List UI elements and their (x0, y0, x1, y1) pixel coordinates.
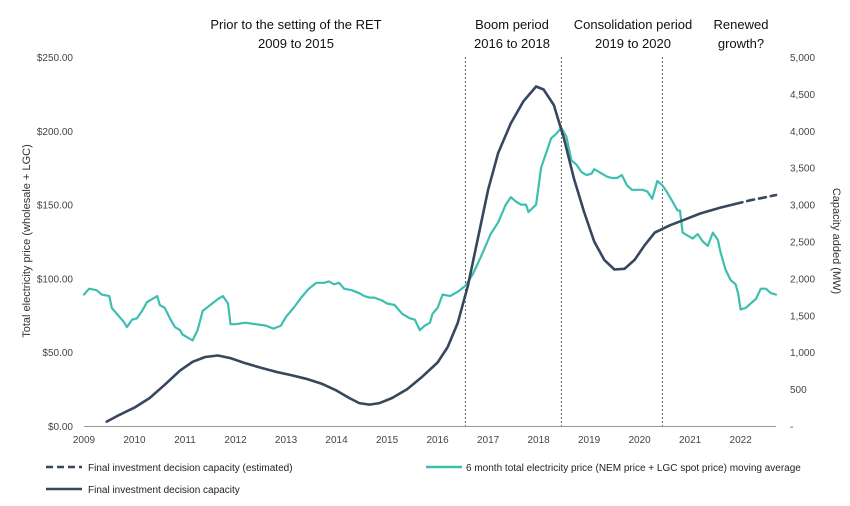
legend-label-estimated: Final investment decision capacity (esti… (88, 463, 293, 474)
x-tick-label: 2022 (730, 435, 753, 446)
legend-label-price: 6 month total electricity price (NEM pri… (466, 463, 801, 474)
x-tick-label: 2012 (224, 435, 247, 446)
y-left-tick-label: $100.00 (37, 274, 74, 285)
x-tick-label: 2011 (174, 435, 196, 446)
x-tick-label: 2013 (275, 435, 298, 446)
y-right-tick-label: 1,000 (790, 348, 815, 359)
y-right-axis-title: Capacity added (MW) (830, 188, 842, 294)
y-right-tick-label: 3,000 (790, 201, 815, 212)
y-left-tick-label: $50.00 (42, 348, 73, 359)
y-left-tick-labels: $0.00 $50.00 $100.00 $150.00 $200.00 $250.00 (37, 53, 74, 433)
period-label-2-line2: 2016 to 2018 (474, 36, 550, 51)
y-right-tick-label: 3,500 (790, 164, 815, 175)
y-left-tick-label: $250.00 (37, 53, 74, 64)
y-right-tick-labels: - 500 1,000 1,500 2,000 2,500 3,000 3,500 4,000 4… (790, 53, 815, 433)
y-right-tick-label: 2,000 (790, 274, 815, 285)
period-label-1-line1: Prior to the setting of the RET (210, 17, 381, 32)
y-right-tick-label: 4,500 (790, 90, 815, 101)
series-line-1 (105, 85, 737, 423)
series-line-0 (82, 126, 778, 342)
x-tick-label: 2020 (628, 435, 651, 446)
y-right-tick-label: 500 (790, 385, 807, 396)
legend-label-fid: Final investment decision capacity (88, 485, 240, 496)
y-right-tick-label: 2,500 (790, 238, 815, 249)
x-tick-label: 2017 (477, 435, 500, 446)
x-tick-label: 2019 (578, 435, 601, 446)
x-tick-label: 2009 (73, 435, 96, 446)
period-label-4-line2: growth? (718, 36, 764, 51)
x-tick-labels: 2009 2010 2011 2012 2013 2014 2015 2016 2017 2018… (73, 435, 752, 446)
y-right-tick-label: 5,000 (790, 53, 815, 64)
y-right-tick-label: 1,500 (790, 311, 815, 322)
y-right-tick-label: - (790, 422, 793, 433)
series-line-2 (734, 193, 778, 206)
y-left-axis-title: Total electricity price (wholesale + LGC… (21, 144, 33, 338)
period-label-3-line1: Consolidation period (574, 17, 693, 32)
x-tick-label: 2015 (376, 435, 399, 446)
period-labels: Prior to the setting of the RET 2009 to … (210, 17, 768, 51)
x-tick-label: 2016 (426, 435, 449, 446)
period-label-4-line1: Renewed (714, 17, 769, 32)
y-left-tick-label: $200.00 (37, 127, 74, 138)
x-tick-label: 2018 (527, 435, 550, 446)
period-dividers (464, 57, 663, 426)
y-left-tick-label: $150.00 (37, 201, 74, 212)
y-right-tick-label: 4,000 (790, 127, 815, 138)
x-tick-label: 2014 (325, 435, 348, 446)
series-layer (82, 85, 778, 423)
x-tick-label: 2021 (679, 435, 702, 446)
y-left-tick-label: $0.00 (48, 422, 73, 433)
period-label-3-line2: 2019 to 2020 (595, 36, 671, 51)
period-label-1-line2: 2009 to 2015 (258, 36, 334, 51)
x-tick-label: 2010 (123, 435, 146, 446)
period-label-2-line1: Boom period (475, 17, 549, 32)
legend: Final investment decision capacity (esti… (46, 463, 801, 496)
